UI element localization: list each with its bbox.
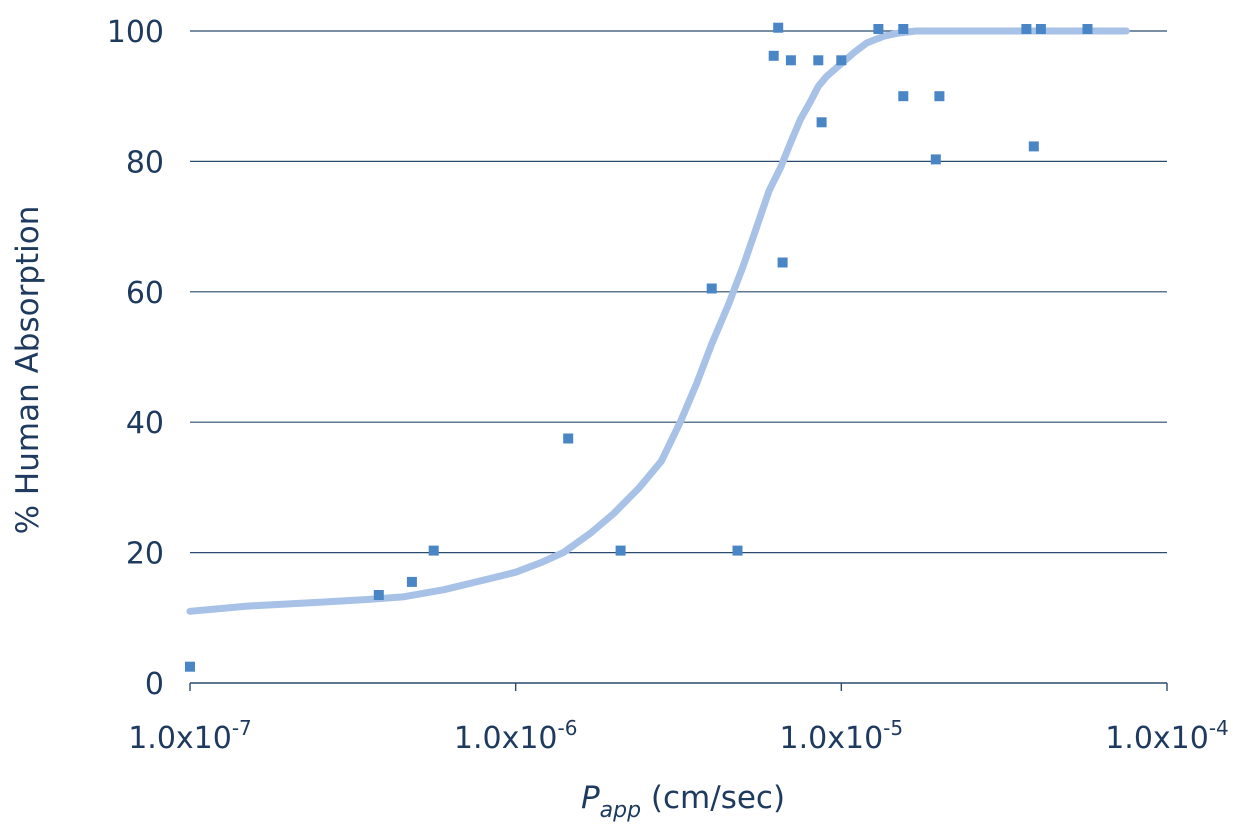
data-point [563,433,574,444]
data-series [185,22,1130,672]
x-axis-label: Papp (cm/sec) [581,780,785,823]
y-axis-label: % Human Absorption [10,206,46,535]
data-point [816,117,827,128]
data-point [732,545,743,556]
x-tick-label: 1.0x10-4 [1105,716,1229,756]
data-point [706,283,717,294]
x-tick-labels: 1.0x10-7 1.0x10-6 1.0x10-5 1.0x10-4 [128,716,1229,756]
y-tick-label: 0 [145,667,164,702]
data-point [898,91,909,102]
data-point [406,576,417,587]
gridlines [190,30,1167,554]
x-tick-label: 1.0x10-5 [780,716,904,756]
data-point [1082,24,1093,34]
x-axis-label-symbol: P [581,780,600,816]
data-point [930,154,941,165]
data-point [185,661,195,672]
data-point [777,257,788,268]
axes [189,682,1168,691]
y-tick-label: 40 [126,406,164,441]
data-point [373,590,384,600]
fit-curve [186,27,1130,615]
data-point [934,91,945,102]
data-point [785,55,796,66]
data-point [813,55,824,66]
y-tick-labels: 0 20 40 60 80 100 [107,15,164,702]
data-point [768,50,779,61]
data-point [898,24,909,34]
x-axis-label-subscript: app [600,798,641,823]
data-point [836,55,847,66]
y-tick-label: 60 [126,276,164,311]
y-tick-label: 20 [126,537,164,572]
data-point [1021,24,1032,34]
x-tick-label: 1.0x10-7 [128,716,252,756]
x-tick-label: 1.0x10-6 [454,716,578,756]
y-tick-label: 100 [107,15,164,50]
data-point [873,24,884,34]
data-point [773,22,784,33]
data-point [428,545,439,556]
y-tick-label: 80 [126,145,164,180]
x-axis-label-unit: (cm/sec) [641,780,785,816]
data-point [1028,141,1039,152]
data-point [615,545,626,556]
data-point [1035,24,1046,34]
